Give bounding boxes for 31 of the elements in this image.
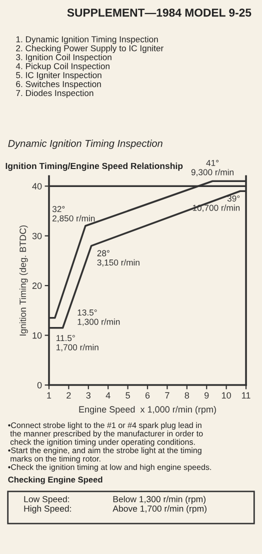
x-tick-label: 8 bbox=[184, 392, 190, 399]
annotation: 41° 9,300 r/min bbox=[191, 160, 234, 176]
x-tick-label: 10 bbox=[222, 392, 231, 399]
x-tick-label: 5 bbox=[126, 392, 130, 399]
y-tick-label: 20 bbox=[32, 282, 42, 289]
text: Dynamic Ignition Timing Inspection bbox=[8, 140, 162, 149]
x-tick-label: 1 bbox=[47, 392, 52, 399]
annotation: 13.5° 1,300 r/min bbox=[78, 309, 120, 326]
annotation: 32° 2,850 r/min bbox=[52, 206, 95, 222]
annotation: 11.5° 1,700 r/min bbox=[56, 335, 98, 352]
y-axis-title: Ignition Timing (deg. BTDC) bbox=[19, 225, 28, 336]
y-tick-label: 10 bbox=[32, 332, 42, 339]
y-tick-label: 0 bbox=[37, 382, 42, 388]
x-tick-label: 2 bbox=[66, 392, 71, 399]
text: Low Speed: High Speed: bbox=[24, 496, 71, 514]
y-tick-label: 40 bbox=[32, 183, 42, 190]
x-tick-label: 7 bbox=[165, 392, 170, 399]
x-axis-title: Engine Speed x 1,000 r/min (rpm) bbox=[79, 406, 216, 414]
text: 1. Dynamic Ignition Timing Inspection 2. Checking Power Supply to IC Igniter 3. Ignition Coil Inspection 4. Pickup Coil Inspection 5. IC Igniter Inspection 6. Switches Inspection 7. Diodes Inspection bbox=[16, 36, 164, 98]
x-tick-label: 9 bbox=[204, 392, 209, 399]
chart-title: Ignition Timing/Engine Speed Relationship bbox=[6, 162, 183, 171]
x-tick-label: 3 bbox=[86, 392, 91, 399]
x-tick-label: 4 bbox=[106, 392, 110, 399]
y-tick-label: 30 bbox=[32, 232, 42, 240]
text: •Connect strobe light to the #1 or #4 spark plug lead in the manner prescribed by the manufacturer in order to check the ignition timing under operating conditions. •Start the engine, and aim the strobe light at the timing marks on the timing rotor. •Check the ignition timing at low and high engine speeds. bbox=[8, 422, 212, 472]
text: Checking Engine Speed bbox=[8, 476, 102, 484]
x-tick-label: 6 bbox=[145, 392, 150, 399]
x-tick-label: 11 bbox=[242, 392, 250, 399]
annotation: 28° 3,150 r/min bbox=[97, 250, 140, 267]
text: Below 1,300 r/min (rpm) Above 1,700 r/min (rpm) bbox=[112, 496, 206, 514]
text: SUPPLEMENT—1984 MODEL 9-25 bbox=[67, 8, 252, 17]
